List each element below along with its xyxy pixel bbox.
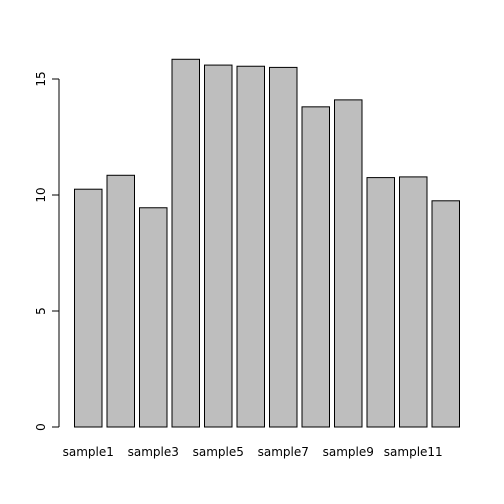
bar-sample1 — [74, 188, 103, 428]
bar-sample9 — [334, 99, 363, 428]
x-tick-label-sample5: sample5 — [193, 445, 244, 459]
bar-sample10 — [366, 177, 395, 428]
y-tick-label-5: 5 — [34, 307, 48, 315]
bar-sample11 — [399, 176, 428, 428]
y-tick-label-0: 0 — [34, 423, 48, 431]
x-tick-label-sample1: sample1 — [63, 445, 114, 459]
bar-sample3 — [139, 207, 168, 428]
bars-group — [74, 58, 460, 428]
bar-sample5 — [204, 64, 233, 428]
bar-sample6 — [236, 65, 265, 428]
x-axis-labels: sample1 sample3 sample5 sample7 sample9 sampl… — [63, 445, 443, 459]
x-tick-label-sample9: sample9 — [323, 445, 374, 459]
x-tick-label-sample3: sample3 — [128, 445, 179, 459]
x-tick-label-sample7: sample7 — [258, 445, 309, 459]
y-tick-label-10: 10 — [34, 187, 48, 202]
bar-sample7 — [269, 66, 298, 428]
bar-sample2 — [106, 174, 135, 428]
y-tick-label-15: 15 — [34, 71, 48, 86]
bar-sample8 — [301, 106, 330, 428]
y-axis: 0 5 10 15 — [34, 71, 60, 431]
bar-sample12 — [431, 200, 460, 428]
x-tick-label-sample11: sample11 — [384, 445, 443, 459]
bar-sample4 — [171, 58, 200, 428]
